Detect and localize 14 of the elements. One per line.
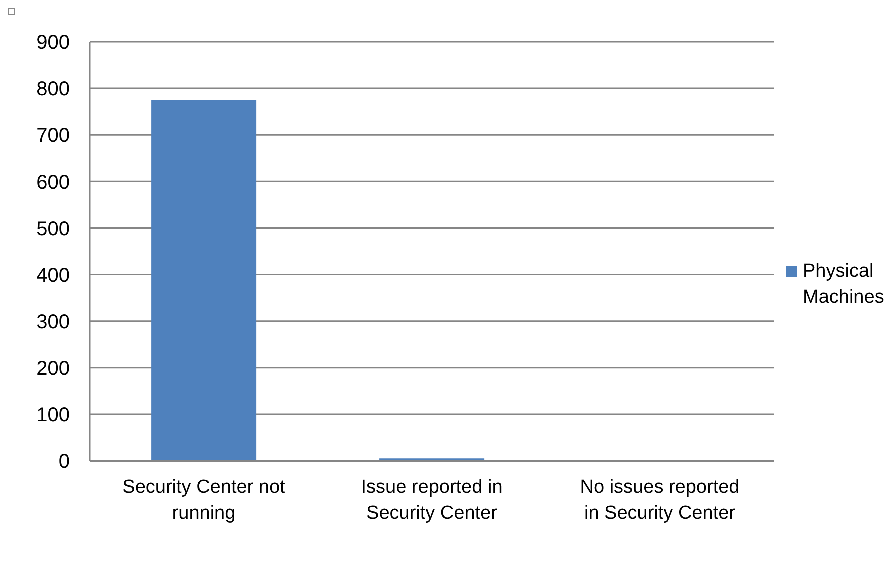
y-tick-label: 500 (36, 218, 70, 240)
y-tick-label: 200 (36, 358, 70, 380)
y-tick-label: 900 (36, 32, 70, 54)
y-tick-label: 700 (36, 125, 70, 148)
y-tick-label: 300 (36, 311, 70, 334)
y-tick-label: 800 (36, 78, 70, 101)
legend-label: Physical Machines (803, 260, 884, 310)
y-tick-label: 600 (36, 172, 70, 194)
x-tick-label: Issue reported in Security Center (361, 477, 503, 524)
x-tick-label: Security Center not running (122, 477, 286, 524)
y-tick-label: 0 (58, 451, 70, 474)
y-tick-label: 400 (36, 264, 70, 287)
x-tick-label: No issues reported in Security Center (580, 477, 740, 524)
y-tick-label: 100 (36, 404, 70, 427)
